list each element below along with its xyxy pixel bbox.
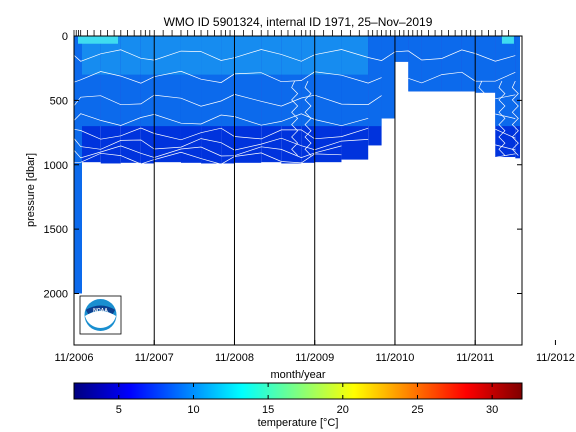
contour-line bbox=[74, 94, 516, 107]
x-tick-label: 11/2007 bbox=[135, 352, 174, 364]
x-tick-label: 11/2006 bbox=[55, 352, 94, 364]
profile-band-mid bbox=[394, 36, 409, 62]
x-tick-label: 11/2008 bbox=[215, 352, 254, 364]
profile-band-mid bbox=[408, 36, 422, 92]
x-axis-label: month/year bbox=[270, 369, 325, 381]
colorbar bbox=[73, 382, 523, 400]
profile-band-upper bbox=[341, 36, 369, 75]
profile-band-upper bbox=[180, 36, 202, 75]
profile-band-mid bbox=[461, 36, 476, 92]
profile-band-mid bbox=[475, 36, 496, 93]
profile-tick-marks bbox=[73, 30, 510, 36]
x-tick-label: 11/2012 bbox=[536, 352, 575, 364]
contour-lines bbox=[74, 49, 519, 165]
temperature-field bbox=[74, 36, 520, 294]
x-tick-label: 11/2011 bbox=[456, 352, 494, 364]
profile-band-mid bbox=[495, 36, 516, 127]
contour-line bbox=[74, 137, 516, 151]
x-tick-label: 11/2010 bbox=[375, 352, 414, 364]
chart-title: WMO ID 5901324, internal ID 1971, 25–Nov… bbox=[164, 15, 433, 29]
colorbar-tick-label: 5 bbox=[116, 404, 122, 416]
profile-band-upper bbox=[314, 36, 342, 75]
y-tick-label: 500 bbox=[50, 95, 68, 107]
profile-band-upper bbox=[100, 36, 121, 75]
contour-line bbox=[74, 113, 516, 127]
svg-text:NOAA: NOAA bbox=[93, 308, 108, 314]
profile-band-upper bbox=[201, 36, 222, 75]
plot-frame bbox=[73, 35, 523, 346]
contour-line bbox=[74, 49, 516, 62]
surface-warm-patch bbox=[501, 36, 514, 44]
colorbar-tick-label: 10 bbox=[187, 404, 199, 416]
colorbar-tick-label: 15 bbox=[262, 404, 274, 416]
contour-line bbox=[291, 80, 299, 156]
y-axis-label: pressure [dbar] bbox=[25, 153, 37, 227]
y-tick-label: 1500 bbox=[44, 224, 68, 236]
profile-band-upper bbox=[301, 36, 315, 75]
plot-area bbox=[74, 36, 520, 345]
profile-band-mid bbox=[381, 36, 395, 119]
profile-band-upper bbox=[140, 36, 155, 75]
profile-band-mid bbox=[421, 36, 442, 92]
contour-line bbox=[74, 145, 516, 159]
profile-band-upper bbox=[281, 36, 302, 75]
surface-warm-patch bbox=[78, 36, 118, 44]
profile-band-upper bbox=[221, 36, 235, 75]
colorbar-label: temperature [°C] bbox=[258, 417, 339, 429]
contour-line bbox=[498, 80, 506, 156]
y-tick-label: 2000 bbox=[44, 289, 68, 301]
contour-line bbox=[511, 80, 519, 156]
noaa-logo: NOAA bbox=[79, 295, 122, 335]
y-tick-label: 1000 bbox=[44, 160, 68, 172]
colorbar-tick-label: 25 bbox=[411, 404, 423, 416]
colorbar-tick-label: 30 bbox=[486, 404, 498, 416]
profile-band-upper bbox=[234, 36, 262, 75]
profile-band-mid bbox=[368, 36, 382, 127]
y-axis: 0 500 1000 1500 2000 bbox=[44, 31, 522, 301]
contour-line bbox=[304, 80, 312, 156]
profile-band-upper bbox=[80, 36, 101, 75]
y-tick-label: 0 bbox=[62, 31, 68, 43]
profile-band-upper bbox=[261, 36, 282, 75]
profile-band-mid bbox=[515, 36, 520, 127]
colorbar-ticks: 5 10 15 20 25 30 bbox=[116, 383, 498, 416]
profile-band-mid bbox=[441, 36, 462, 92]
x-axis: 11/2006 11/2007 11/2008 11/2009 11/2010 11/20… bbox=[55, 340, 575, 364]
contour-line bbox=[478, 80, 486, 156]
profile-band-upper bbox=[120, 36, 141, 75]
contour-line bbox=[74, 70, 516, 84]
colorbar-tick-label: 20 bbox=[337, 404, 349, 416]
cruise-lines bbox=[74, 36, 476, 345]
x-tick-label: 11/2009 bbox=[295, 352, 334, 364]
